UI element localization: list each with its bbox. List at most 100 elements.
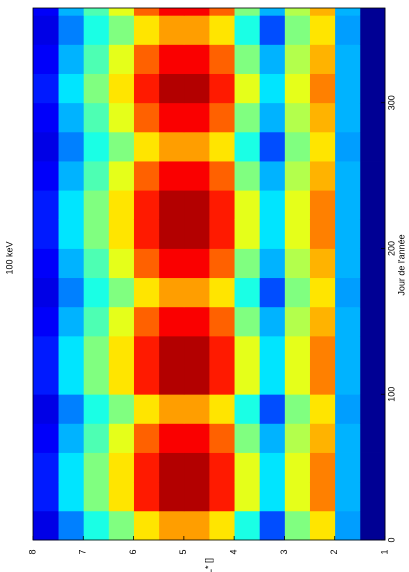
heat-cell (33, 452, 59, 483)
heat-cell (284, 452, 310, 483)
heat-cell (158, 44, 185, 74)
heat-cell (359, 190, 386, 220)
heat-cell (33, 248, 59, 279)
heat-cell (259, 452, 285, 483)
heat-cell (209, 190, 235, 220)
heat-cell (234, 219, 260, 249)
heat-cell (183, 510, 210, 541)
heat-cell (183, 335, 210, 366)
heat-cell (334, 481, 361, 512)
heat-cell (284, 335, 310, 366)
heat-cell (133, 423, 160, 453)
heat-cell (33, 510, 59, 541)
heat-cell (133, 335, 160, 366)
y-tick-label: 6 (128, 549, 138, 554)
heat-cell (259, 306, 285, 337)
heat-cell (183, 131, 210, 162)
heat-cell (58, 335, 84, 366)
heat-cell (234, 102, 260, 133)
heat-cell (284, 365, 310, 395)
heat-cell (58, 306, 84, 337)
heat-cell (209, 277, 235, 308)
heat-cell (209, 8, 235, 16)
heat-cell (83, 335, 109, 366)
heat-cell (359, 423, 386, 453)
heat-cell (158, 131, 185, 162)
heat-cell (158, 394, 185, 424)
heat-cell (33, 44, 59, 74)
heat-cell (209, 335, 235, 366)
plot-frame (32, 7, 386, 541)
heat-cell (259, 190, 285, 220)
heat-cell (83, 510, 109, 541)
heat-cell (334, 277, 361, 308)
heat-cell (284, 481, 310, 512)
heat-cell (209, 131, 235, 162)
heat-cell (158, 102, 185, 133)
y-tick-label: 2 (329, 549, 339, 554)
heat-cell (309, 44, 336, 74)
heat-cell (83, 306, 109, 337)
heat-cell (284, 306, 310, 337)
y-tick-label: 8 (27, 549, 37, 554)
heat-cell (58, 423, 84, 453)
heat-cell (334, 510, 361, 541)
heat-cell (259, 248, 285, 279)
heat-cell (259, 73, 285, 104)
heat-cell (334, 161, 361, 191)
heat-cell (83, 161, 109, 191)
heat-cell (234, 73, 260, 104)
heat-cell (158, 15, 185, 45)
heat-cell (108, 219, 134, 249)
heat-cell (108, 394, 134, 424)
heat-cell (58, 15, 84, 45)
heat-cell (209, 15, 235, 45)
heat-cell (108, 423, 134, 453)
heat-cell (334, 394, 361, 424)
heat-cell (133, 44, 160, 74)
heat-cell (359, 365, 386, 395)
heat-cell (234, 335, 260, 366)
heat-cell (108, 15, 134, 45)
x-axis-label: Jour de l'année (396, 234, 406, 295)
heat-cell (234, 365, 260, 395)
heat-cell (234, 44, 260, 74)
heat-cell (108, 190, 134, 220)
heat-cell (158, 423, 185, 453)
heat-cell (58, 73, 84, 104)
heat-cell (284, 102, 310, 133)
heat-cell (209, 423, 235, 453)
heat-cell (33, 8, 59, 16)
heat-cell (334, 423, 361, 453)
heat-cell (309, 335, 336, 366)
heat-cell (58, 219, 84, 249)
heat-cell (359, 73, 386, 104)
heat-cell (83, 73, 109, 104)
heat-cell (309, 481, 336, 512)
heat-cell (359, 15, 386, 45)
heat-cell (108, 452, 134, 483)
heat-cell (334, 15, 361, 45)
heat-cell (209, 73, 235, 104)
heat-cell (133, 510, 160, 541)
heat-cell (209, 161, 235, 191)
heat-cell (133, 73, 160, 104)
heat-cell (209, 365, 235, 395)
heat-cell (58, 452, 84, 483)
heat-cell (309, 306, 336, 337)
heat-cell (284, 161, 310, 191)
heat-cell (108, 131, 134, 162)
chart-title: 100 keV (4, 241, 14, 274)
heat-cell (133, 306, 160, 337)
heat-cell (183, 161, 210, 191)
heat-cell (108, 335, 134, 366)
heat-cell (234, 190, 260, 220)
heat-cell (58, 8, 84, 16)
heat-cell (359, 102, 386, 133)
heat-cell (284, 15, 310, 45)
heat-cell (309, 452, 336, 483)
y-tick-label: 5 (178, 549, 188, 554)
heat-cell (58, 277, 84, 308)
heat-cell (284, 219, 310, 249)
